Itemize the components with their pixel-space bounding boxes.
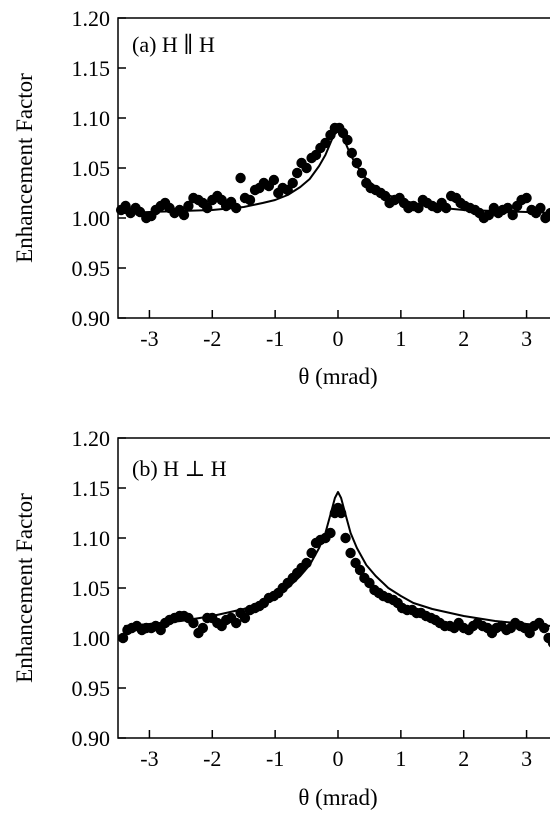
y-tick-label: 0.95 [72, 256, 111, 281]
data-point [340, 532, 351, 544]
y-tick-label: 0.90 [72, 306, 111, 331]
y-tick-label: 1.15 [72, 56, 111, 81]
data-point [291, 167, 303, 179]
x-tick-label: 0 [333, 326, 344, 351]
panel-label: (a) H ∥ H [132, 32, 215, 57]
x-tick-label: 1 [395, 746, 406, 771]
data-point [287, 177, 298, 189]
fit-line [124, 130, 550, 214]
y-tick-label: 1.15 [72, 476, 111, 501]
fit-line [124, 491, 550, 627]
y-tick-label: 1.20 [72, 6, 111, 31]
y-tick-label: 1.05 [72, 156, 111, 181]
y-tick-label: 1.00 [72, 626, 111, 651]
data-point [178, 209, 190, 221]
x-tick-label: -1 [266, 746, 284, 771]
y-tick-label: 1.10 [72, 526, 111, 551]
data-point [197, 622, 209, 634]
data-point [244, 194, 256, 206]
x-tick-label: 3 [521, 326, 532, 351]
x-tick-label: 2 [458, 326, 469, 351]
y-tick-label: 1.10 [72, 106, 111, 131]
y-tick-label: 1.05 [72, 576, 111, 601]
data-point [521, 192, 532, 204]
x-axis-title: θ (mrad) [298, 364, 377, 389]
y-tick-label: 0.90 [72, 726, 111, 751]
data-point [239, 612, 251, 624]
data-point [230, 617, 242, 629]
data-point [535, 202, 546, 214]
y-tick-label: 1.00 [72, 206, 111, 231]
data-point [320, 137, 331, 149]
data-point [301, 162, 312, 174]
x-tick-label: 3 [521, 746, 532, 771]
x-tick-label: -3 [140, 746, 158, 771]
data-point [117, 632, 129, 644]
data-point [345, 547, 356, 559]
x-tick-label: -2 [203, 326, 221, 351]
x-tick-label: 2 [458, 746, 469, 771]
data-point [543, 632, 550, 644]
y-axis-title: Enhancement Factor [12, 73, 37, 263]
plot-frame [117, 17, 550, 319]
data-point [547, 638, 550, 648]
x-tick-label: -1 [266, 326, 284, 351]
y-tick-label: 1.20 [72, 426, 111, 451]
panel-a: (a) H ∥ H θ (mrad) Enhancement Factor -3… [12, 6, 550, 389]
x-tick-label: -2 [203, 746, 221, 771]
x-tick-label: -3 [140, 326, 158, 351]
data-point [325, 527, 336, 539]
data-point [354, 564, 366, 576]
y-axis-title: Enhancement Factor [12, 493, 37, 683]
data-point [183, 200, 194, 212]
panel-b: (b) H ⊥ H θ (mrad) Enhancement Factor -3… [12, 426, 550, 810]
x-tick-label: 0 [333, 746, 344, 771]
data-point [268, 174, 280, 186]
panel-label: (b) H ⊥ H [132, 456, 227, 481]
y-tick-label: 0.95 [72, 676, 111, 701]
x-axis-title: θ (mrad) [298, 785, 377, 810]
data-point [235, 172, 246, 184]
x-tick-label: 1 [395, 326, 406, 351]
plot-frame [117, 437, 550, 739]
